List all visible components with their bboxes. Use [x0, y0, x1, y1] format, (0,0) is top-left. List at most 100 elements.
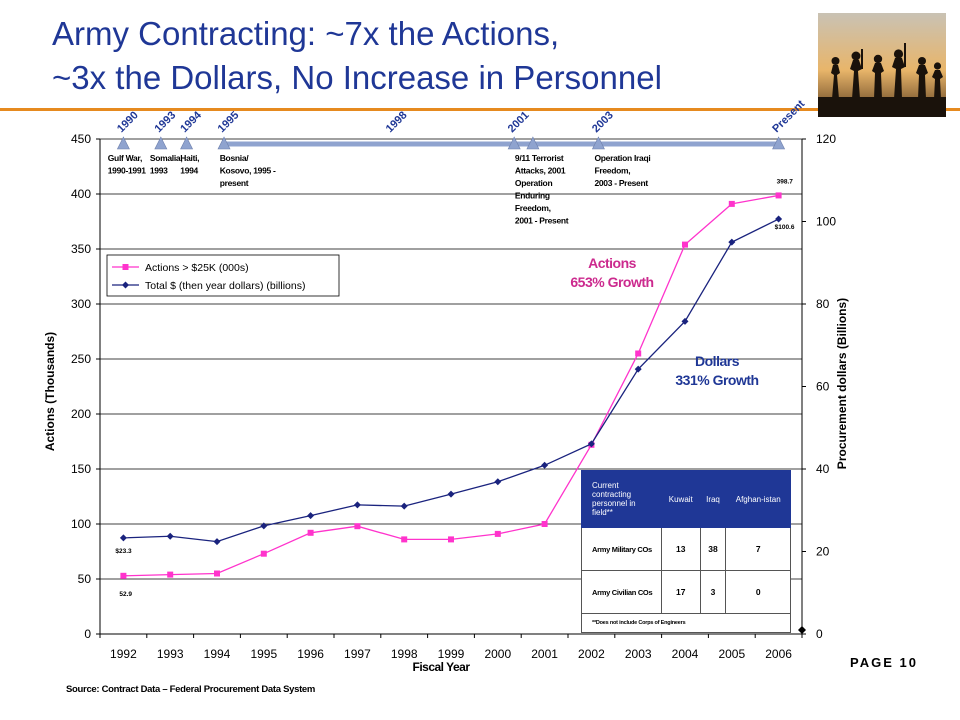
- actions-data-point: [167, 571, 174, 578]
- cell-civilian-kuwait: 17: [661, 570, 701, 614]
- timeline-event-label: Operation Iraqi: [594, 153, 650, 163]
- actions-data-point: [401, 536, 408, 543]
- y-tick-label-left: 250: [71, 352, 91, 366]
- x-tick-label: 2004: [672, 647, 699, 661]
- x-tick-label: 2001: [531, 647, 558, 661]
- row-label-military: Army Military COs: [581, 527, 662, 571]
- page-number: PAGE 10: [850, 655, 918, 670]
- dollars-data-point: [798, 626, 806, 634]
- dollars-end-label: $100.6: [775, 224, 795, 231]
- dollars-data-point: [119, 534, 127, 542]
- x-tick-label: 2000: [484, 647, 511, 661]
- timeline-year-label: 1990: [115, 109, 141, 135]
- y-tick-label-right: 0: [816, 627, 823, 641]
- timeline-event-label: Somalia,: [150, 153, 183, 163]
- y-tick-label-left: 50: [78, 572, 92, 586]
- actions-data-point: [354, 523, 361, 530]
- dollars-data-point: [728, 238, 736, 246]
- y-tick-label-left: 150: [71, 462, 91, 476]
- table-row: Army Military COs 13 38 7: [581, 527, 791, 571]
- personnel-table-header: Current contracting personnel in field**…: [581, 470, 791, 528]
- legend-marker: [122, 281, 129, 289]
- x-tick-label: 1994: [204, 647, 231, 661]
- title-line-2: ~3x the Dollars, No Increase in Personne…: [52, 59, 662, 96]
- x-axis-title: Fiscal Year: [413, 660, 471, 674]
- cell-civilian-afghanistan: 0: [725, 570, 791, 614]
- timeline-year-label: 1998: [384, 109, 410, 135]
- timeline-event-label: Haiti,: [180, 153, 199, 163]
- x-tick-label: 2003: [625, 647, 652, 661]
- timeline-marker: [154, 136, 168, 150]
- legend-box: [106, 254, 340, 297]
- actions-data-point: [541, 521, 548, 527]
- timeline-event-label: 1994: [180, 166, 198, 176]
- timeline-marker: [591, 136, 605, 150]
- actions-growth-value: 653% Growth: [570, 274, 653, 290]
- title-line-1: Army Contracting: ~7x the Actions,: [52, 15, 560, 52]
- timeline-event-label: 2001 - Present: [515, 216, 569, 226]
- x-tick-label: 2002: [578, 647, 605, 661]
- actions-data-point: [120, 572, 127, 579]
- x-tick-label: 1992: [110, 647, 137, 661]
- dollars-data-point: [541, 461, 549, 469]
- table-row: Army Civilian COs 17 3 0: [581, 570, 791, 614]
- dollars-data-point: [353, 501, 361, 509]
- y-tick-label-right: 20: [816, 545, 830, 559]
- dollars-start-label: $23.3: [115, 548, 132, 555]
- row-label-civilian: Army Civilian COs: [581, 570, 662, 614]
- y-tick-label-left: 300: [71, 297, 91, 311]
- actions-data-point: [448, 536, 454, 543]
- timeline-year-label: 1995: [216, 109, 242, 135]
- dollars-data-point: [681, 317, 689, 325]
- timeline-event-label: Enduring: [515, 191, 550, 201]
- soldiers-silhouette-photo: [818, 13, 946, 117]
- dollars-data-point: [634, 365, 642, 373]
- timeline-year-label: 2001: [506, 109, 532, 135]
- personnel-header-afghanistan: Afghan-istan: [725, 470, 791, 528]
- timeline-event-label: Bosnia/: [220, 153, 250, 163]
- timeline-year-label: Present: [770, 98, 807, 135]
- actions-growth-title: Actions: [588, 255, 637, 271]
- timeline-event-label: Attacks, 2001: [515, 166, 566, 176]
- actions-data-point: [494, 530, 501, 537]
- y-tick-label-left: 100: [71, 517, 91, 531]
- dollars-data-point: [775, 215, 783, 223]
- table-row: **Does not include Corps of Engineers: [581, 613, 791, 633]
- timeline-marker: [526, 136, 540, 150]
- timeline-event-label: Freedom,: [515, 203, 551, 213]
- timeline-event-label: 1990-1991: [108, 166, 147, 176]
- actions-start-label: 52.9: [119, 591, 132, 598]
- y-tick-label-left: 350: [71, 242, 91, 256]
- personnel-header-iraq: Iraq: [699, 470, 727, 528]
- actions-data-point: [260, 550, 267, 557]
- timeline-event-label: 2003 - Present: [594, 178, 648, 188]
- timeline-marker: [507, 136, 521, 150]
- dollars-data-point: [400, 502, 408, 510]
- legend-entry: Total $ (then year dollars) (billions): [145, 280, 305, 292]
- cell-military-kuwait: 13: [661, 527, 701, 571]
- actions-data-point: [635, 350, 642, 357]
- actions-data-point: [214, 570, 220, 577]
- timeline-event-label: present: [220, 178, 249, 188]
- timeline-marker: [180, 136, 194, 150]
- x-tick-label: 1998: [391, 647, 418, 661]
- timeline-event-label: Gulf War,: [108, 153, 142, 163]
- dollars-data-point: [307, 512, 315, 520]
- actions-data-point: [307, 529, 314, 536]
- y-tick-label-right: 60: [816, 380, 830, 394]
- y-tick-label-right: 100: [816, 215, 836, 229]
- timeline-year-label: 1993: [152, 109, 178, 135]
- y-tick-label-left: 200: [71, 407, 91, 421]
- timeline-event-label: Freedom,: [594, 166, 630, 176]
- y-tick-label-right: 40: [816, 462, 830, 476]
- y-tick-label-right: 120: [816, 132, 836, 146]
- dollars-data-point: [260, 522, 268, 530]
- x-tick-label: 1993: [157, 647, 184, 661]
- y-axis-title-left: Actions (Thousands): [43, 332, 57, 451]
- timeline-year-label: 1994: [178, 109, 204, 135]
- timeline-marker: [772, 136, 786, 150]
- x-tick-label: 1999: [438, 647, 465, 661]
- cell-military-afghanistan: 7: [725, 527, 791, 571]
- dollars-data-point: [447, 490, 455, 498]
